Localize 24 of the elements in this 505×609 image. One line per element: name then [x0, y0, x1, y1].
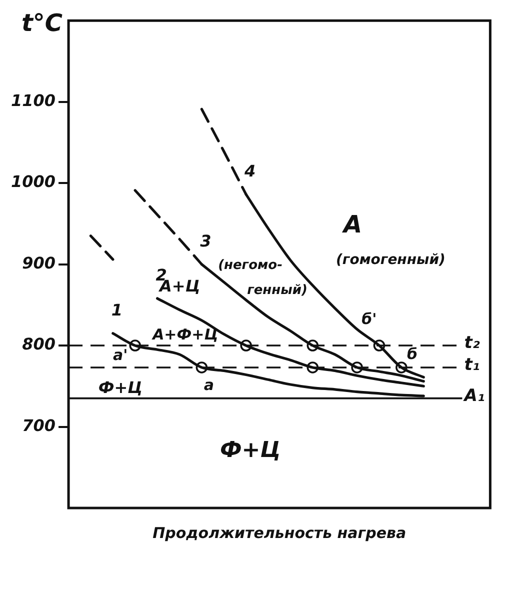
- y-tick-label: 900: [22, 253, 56, 272]
- series-label: 4: [244, 162, 256, 181]
- ref-line-label: A₁: [462, 386, 485, 406]
- y-tick-label: 1100: [11, 90, 56, 110]
- ref-line-label: t₂: [464, 332, 480, 353]
- annotation: генный): [247, 282, 308, 298]
- y-tick-label: 800: [22, 334, 56, 354]
- y-tick-label: 1000: [11, 172, 56, 192]
- annotation: a: [204, 376, 214, 394]
- annotation: б: [406, 344, 418, 363]
- annotation: A: [341, 210, 362, 239]
- y-axis-title: t°C: [21, 8, 63, 37]
- annotation: (гомогенный): [336, 252, 446, 268]
- series-label: 3: [200, 231, 212, 250]
- ref-line-label: t₁: [464, 354, 480, 375]
- annotation: б': [362, 310, 377, 328]
- annotation: a': [113, 346, 128, 364]
- annotation: Ф+Ц: [98, 378, 142, 398]
- annotation: (негомо-: [218, 258, 282, 274]
- y-tick-label: 700: [22, 416, 56, 435]
- annotation: Ф+Ц: [220, 438, 281, 464]
- x-axis-title: Продолжительность нагрева: [152, 524, 406, 542]
- series-label: 1: [111, 300, 122, 320]
- annotation: A+Ф+Ц: [152, 325, 218, 344]
